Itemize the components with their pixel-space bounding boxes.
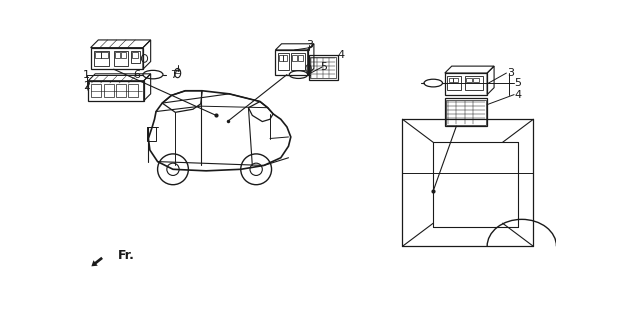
Bar — [116, 84, 126, 97]
Bar — [310, 57, 336, 78]
Text: 3: 3 — [306, 40, 314, 50]
Text: 1: 1 — [83, 69, 90, 80]
Text: 7: 7 — [170, 69, 177, 80]
Bar — [309, 55, 338, 80]
Bar — [91, 84, 102, 97]
Bar — [298, 55, 303, 61]
Bar — [131, 51, 140, 63]
Bar — [446, 100, 485, 124]
Text: 2: 2 — [83, 81, 90, 91]
Bar — [102, 52, 107, 59]
Bar — [128, 84, 138, 97]
Bar — [473, 78, 479, 82]
Text: 4: 4 — [515, 90, 521, 100]
Bar — [466, 78, 472, 82]
Bar — [104, 84, 113, 97]
Bar — [147, 127, 156, 141]
Text: 5: 5 — [321, 62, 327, 72]
Bar — [283, 55, 287, 61]
Bar — [132, 52, 138, 59]
Text: 4: 4 — [337, 50, 345, 60]
Bar — [291, 53, 304, 70]
Bar — [115, 52, 120, 59]
Bar — [279, 55, 283, 61]
Bar — [122, 52, 126, 59]
Bar — [445, 99, 487, 126]
Text: 5: 5 — [515, 78, 521, 88]
Bar — [113, 51, 128, 66]
Bar — [278, 53, 290, 70]
Text: 6: 6 — [133, 69, 140, 80]
FancyArrow shape — [91, 257, 103, 266]
Bar — [447, 76, 461, 90]
Bar — [449, 78, 453, 82]
Text: 3: 3 — [507, 68, 514, 78]
Bar — [95, 52, 102, 59]
Bar — [453, 78, 458, 82]
Bar — [465, 76, 484, 90]
Bar — [293, 55, 297, 61]
Text: Fr.: Fr. — [118, 249, 135, 262]
Bar — [94, 51, 109, 66]
